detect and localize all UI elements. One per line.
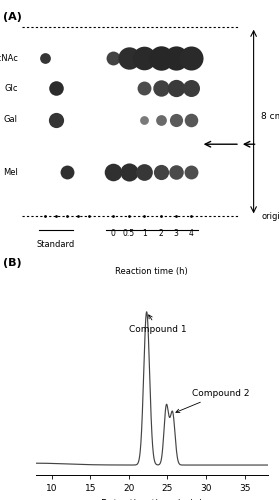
Text: Reaction time (h): Reaction time (h) [116, 268, 188, 276]
Text: Mel: Mel [3, 168, 18, 176]
Point [189, 116, 193, 124]
Point [127, 54, 131, 62]
Point [174, 116, 178, 124]
Point [110, 54, 115, 62]
Point [158, 84, 163, 92]
Point [142, 84, 146, 92]
Point [158, 212, 163, 220]
Point [158, 116, 163, 124]
X-axis label: Retention time (min): Retention time (min) [101, 498, 203, 500]
Point [110, 168, 115, 176]
Text: (A): (A) [3, 12, 22, 22]
Point [142, 116, 146, 124]
Point [43, 212, 47, 220]
Point [174, 168, 178, 176]
Point [189, 84, 193, 92]
Text: (B): (B) [3, 258, 21, 268]
Point [142, 54, 146, 62]
Point [174, 212, 178, 220]
Point [76, 212, 80, 220]
Point [158, 168, 163, 176]
Point [174, 54, 178, 62]
Point [110, 212, 115, 220]
Point [127, 168, 131, 176]
Text: origin: origin [261, 212, 279, 221]
Point [54, 212, 58, 220]
Point [189, 168, 193, 176]
Text: SucNAc: SucNAc [0, 54, 18, 62]
Point [54, 116, 58, 124]
Point [189, 54, 193, 62]
Text: Glc: Glc [4, 84, 18, 93]
Point [43, 54, 47, 62]
Text: Standard: Standard [37, 240, 75, 248]
Text: 1: 1 [142, 229, 146, 238]
Point [65, 212, 69, 220]
Text: Gal: Gal [4, 116, 18, 124]
Text: 0: 0 [110, 229, 115, 238]
Text: 8 cm: 8 cm [261, 112, 279, 122]
Text: Compound 2: Compound 2 [176, 390, 249, 412]
Point [189, 212, 193, 220]
Text: Compound 1: Compound 1 [129, 315, 187, 334]
Point [158, 54, 163, 62]
Point [142, 212, 146, 220]
Text: 0.5: 0.5 [123, 229, 135, 238]
Point [127, 212, 131, 220]
Point [86, 212, 91, 220]
Point [142, 168, 146, 176]
Text: 2: 2 [158, 229, 163, 238]
Point [65, 168, 69, 176]
Point [174, 84, 178, 92]
Point [54, 84, 58, 92]
Text: 4: 4 [189, 229, 193, 238]
Text: 3: 3 [173, 229, 178, 238]
